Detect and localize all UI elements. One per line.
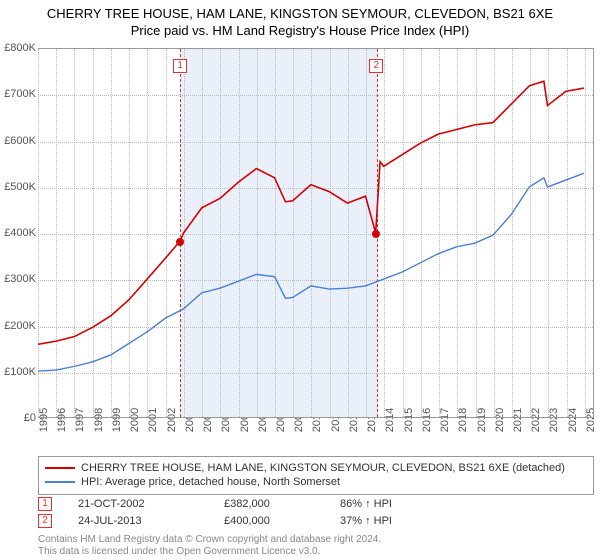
footer-attribution: Contains HM Land Registry data © Crown c…: [38, 534, 381, 558]
legend-swatch: [45, 467, 75, 469]
plot-area: 12: [38, 48, 594, 418]
legend-item: CHERRY TREE HOUSE, HAM LANE, KINGSTON SE…: [45, 461, 587, 475]
band-marker-label: 2: [369, 55, 383, 73]
ytick-label: £500K: [4, 181, 36, 193]
event-marker-box: 1: [38, 497, 52, 511]
series-hpi: [38, 173, 584, 371]
event-row: 1 21-OCT-2002 £382,000 86% ↑ HPI: [38, 496, 450, 513]
event-price: £382,000: [224, 496, 314, 513]
event-price: £400,000: [224, 513, 314, 530]
event-row: 2 24-JUL-2013 £400,000 37% ↑ HPI: [38, 513, 450, 530]
footer-line-2: This data is licensed under the Open Gov…: [38, 546, 381, 558]
band-marker-label: 1: [173, 55, 187, 73]
event-pct: 37% ↑ HPI: [340, 513, 450, 530]
legend-item: HPI: Average price, detached house, Nort…: [45, 475, 587, 489]
legend-label: CHERRY TREE HOUSE, HAM LANE, KINGSTON SE…: [81, 461, 565, 475]
event-pct: 86% ↑ HPI: [340, 496, 450, 513]
legend-swatch: [45, 481, 75, 483]
footer-line-1: Contains HM Land Registry data © Crown c…: [38, 534, 381, 546]
ytick-label: £600K: [4, 135, 36, 147]
ytick-label: £0: [24, 412, 36, 424]
chart-title: CHERRY TREE HOUSE, HAM LANE, KINGSTON SE…: [0, 0, 600, 40]
ytick-label: £300K: [4, 273, 36, 285]
legend: CHERRY TREE HOUSE, HAM LANE, KINGSTON SE…: [38, 456, 594, 495]
chart-container: CHERRY TREE HOUSE, HAM LANE, KINGSTON SE…: [0, 0, 600, 560]
title-line-2: Price paid vs. HM Land Registry's House …: [0, 23, 600, 40]
series-property: [38, 81, 584, 344]
sale-marker-dot: [372, 230, 380, 238]
ytick-label: £100K: [4, 366, 36, 378]
event-marker-box: 2: [38, 514, 52, 528]
event-table: 1 21-OCT-2002 £382,000 86% ↑ HPI 2 24-JUL-201…: [38, 496, 450, 529]
line-series: [38, 49, 593, 417]
ytick-label: £400K: [4, 227, 36, 239]
ytick-label: £700K: [4, 88, 36, 100]
event-date: 21-OCT-2002: [78, 496, 198, 513]
ytick-label: £200K: [4, 320, 36, 332]
ytick-label: £800K: [4, 42, 36, 54]
legend-label: HPI: Average price, detached house, Nort…: [81, 475, 340, 489]
event-date: 24-JUL-2013: [78, 513, 198, 530]
sale-marker-dot: [176, 238, 184, 246]
title-line-1: CHERRY TREE HOUSE, HAM LANE, KINGSTON SE…: [0, 6, 600, 23]
